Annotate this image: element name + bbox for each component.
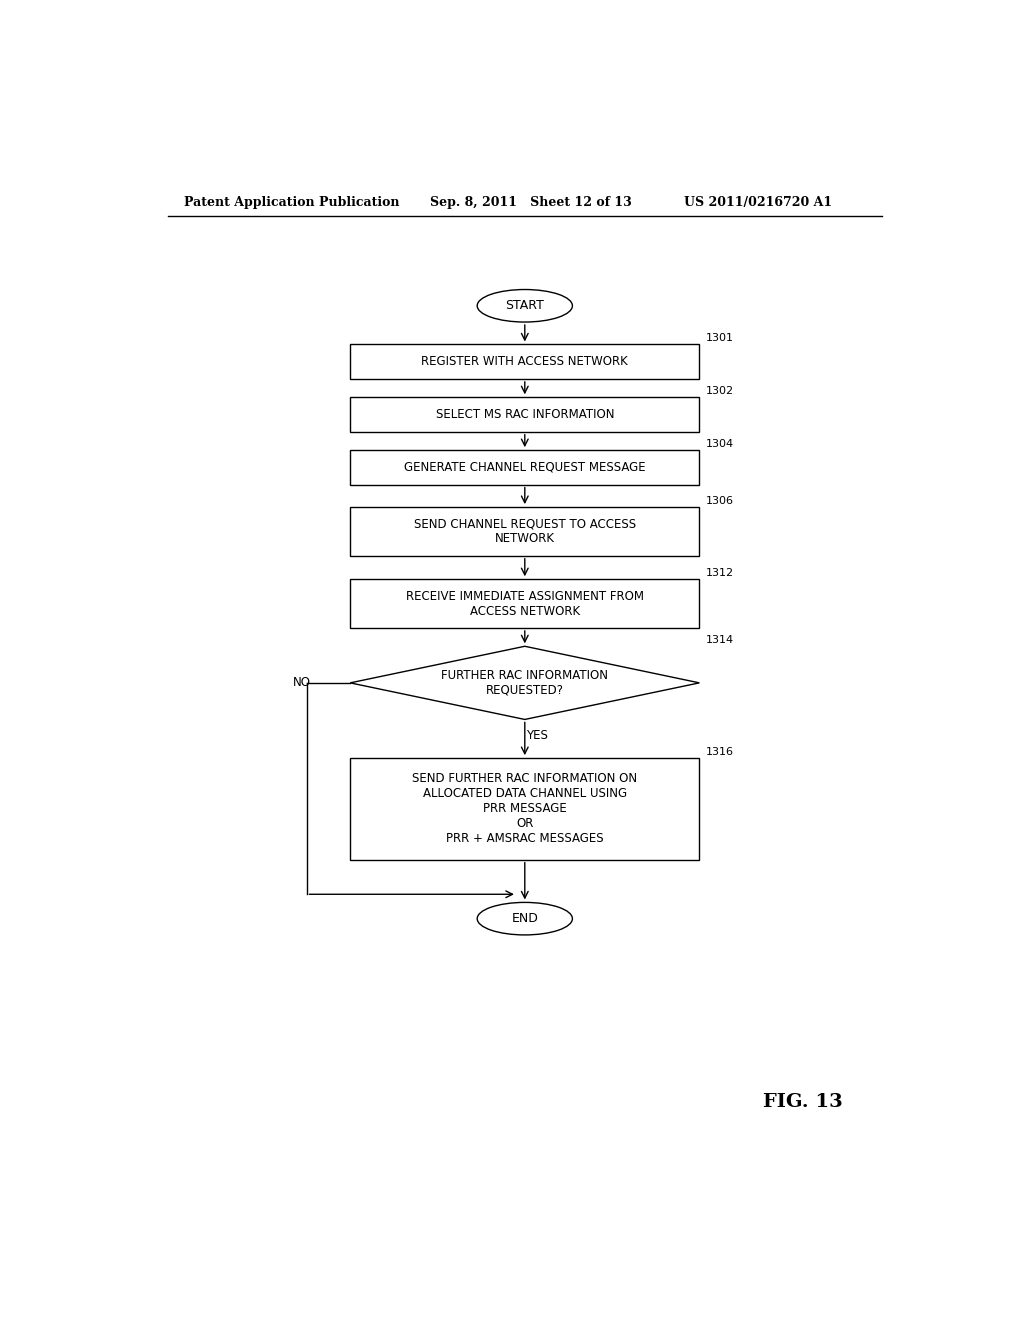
Text: 1302: 1302 (706, 387, 734, 396)
Text: REGISTER WITH ACCESS NETWORK: REGISTER WITH ACCESS NETWORK (422, 355, 628, 368)
FancyBboxPatch shape (350, 579, 699, 628)
Text: YES: YES (525, 729, 548, 742)
Text: 1306: 1306 (706, 496, 734, 506)
Text: US 2011/0216720 A1: US 2011/0216720 A1 (684, 195, 831, 209)
Ellipse shape (477, 903, 572, 935)
FancyBboxPatch shape (350, 507, 699, 556)
Text: SELECT MS RAC INFORMATION: SELECT MS RAC INFORMATION (435, 408, 614, 421)
Text: RECEIVE IMMEDIATE ASSIGNMENT FROM
ACCESS NETWORK: RECEIVE IMMEDIATE ASSIGNMENT FROM ACCESS… (406, 590, 644, 618)
Text: SEND CHANNEL REQUEST TO ACCESS
NETWORK: SEND CHANNEL REQUEST TO ACCESS NETWORK (414, 517, 636, 545)
Text: END: END (511, 912, 539, 925)
Text: SEND FURTHER RAC INFORMATION ON
ALLOCATED DATA CHANNEL USING
PRR MESSAGE
OR
PRR : SEND FURTHER RAC INFORMATION ON ALLOCATE… (413, 772, 637, 845)
Polygon shape (350, 647, 699, 719)
Text: Patent Application Publication: Patent Application Publication (183, 195, 399, 209)
Text: 1304: 1304 (706, 440, 734, 449)
Text: 1314: 1314 (706, 635, 734, 645)
Text: FURTHER RAC INFORMATION
REQUESTED?: FURTHER RAC INFORMATION REQUESTED? (441, 669, 608, 697)
Text: 1316: 1316 (706, 747, 734, 756)
Text: 1312: 1312 (706, 568, 734, 578)
Text: GENERATE CHANNEL REQUEST MESSAGE: GENERATE CHANNEL REQUEST MESSAGE (404, 461, 645, 474)
FancyBboxPatch shape (350, 397, 699, 432)
Text: 1301: 1301 (706, 334, 734, 343)
Text: Sep. 8, 2011   Sheet 12 of 13: Sep. 8, 2011 Sheet 12 of 13 (430, 195, 632, 209)
Ellipse shape (477, 289, 572, 322)
FancyBboxPatch shape (350, 758, 699, 859)
Text: FIG. 13: FIG. 13 (763, 1093, 843, 1110)
Text: START: START (506, 300, 544, 313)
FancyBboxPatch shape (350, 345, 699, 379)
Text: NO: NO (293, 676, 310, 689)
FancyBboxPatch shape (350, 450, 699, 484)
